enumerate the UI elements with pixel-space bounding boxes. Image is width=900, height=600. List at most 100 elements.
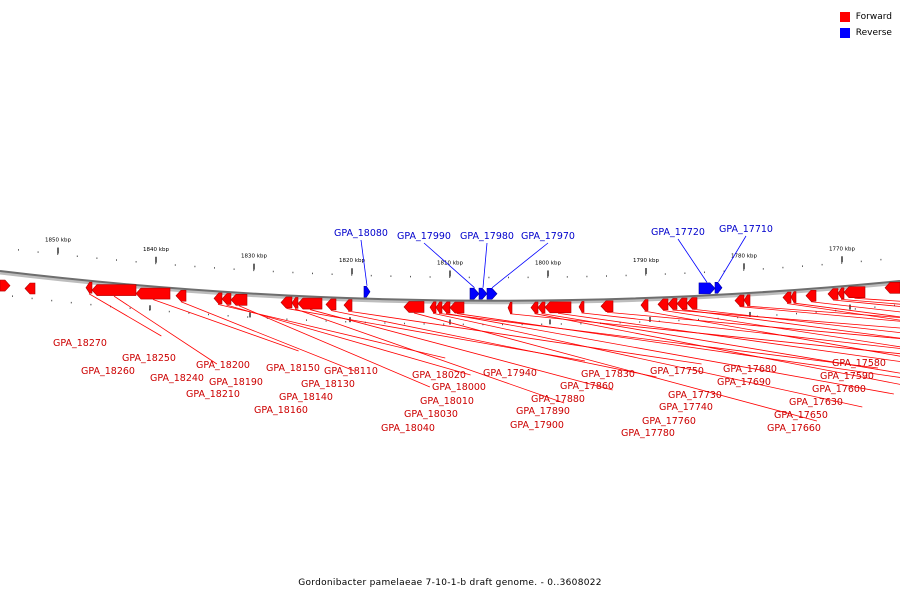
svg-text:GPA_17780: GPA_17780 bbox=[621, 428, 675, 439]
scale-minor-tick bbox=[214, 267, 215, 269]
scale-minor-tick bbox=[135, 261, 137, 263]
forward-gene: GPA_18210 bbox=[186, 293, 431, 400]
scale-minor-tick bbox=[880, 258, 882, 261]
svg-text:GPA_17760: GPA_17760 bbox=[642, 416, 696, 427]
svg-text:GPA_17890: GPA_17890 bbox=[516, 406, 570, 417]
scale-minor-tick bbox=[76, 255, 78, 258]
scale-minor-tick bbox=[580, 322, 582, 325]
svg-text:GPA_17660: GPA_17660 bbox=[767, 423, 821, 434]
forward-label: Forward bbox=[855, 12, 892, 22]
scale-minor-tick bbox=[698, 318, 699, 321]
scale-minor-tick bbox=[31, 297, 33, 300]
scale-minor-tick bbox=[404, 322, 405, 325]
forward-gene: GPA_17580 bbox=[832, 286, 900, 369]
svg-text:GPA_18000: GPA_18000 bbox=[432, 382, 486, 393]
scale-minor-tick bbox=[802, 265, 803, 267]
svg-text:GPA_18240: GPA_18240 bbox=[150, 373, 204, 384]
forward-gene: GPA_18000 bbox=[432, 301, 900, 393]
scale-minor-tick bbox=[488, 276, 490, 279]
reverse-swatch bbox=[839, 28, 850, 38]
scale-minor-tick bbox=[272, 270, 274, 273]
genome-caption: Gordonibacter pamelaeae 7-10-1-b draft g… bbox=[298, 578, 602, 588]
forward-gene-track: GPA_18270 GPA_18260 GPA_18250 GPA_18240 GPA_… bbox=[0, 279, 900, 439]
scale-label: 1780 kbp bbox=[731, 253, 757, 259]
forward-gene: GPA_18190 bbox=[209, 293, 471, 388]
scale-minor-tick bbox=[384, 322, 386, 324]
svg-text:GPA_18080: GPA_18080 bbox=[334, 228, 388, 239]
scale-minor-tick bbox=[443, 323, 445, 325]
forward-gene: GPA_18130 bbox=[301, 298, 657, 390]
scale-minor-tick bbox=[233, 268, 235, 270]
scale-minor-tick bbox=[639, 321, 641, 323]
scale-minor-tick bbox=[508, 276, 509, 279]
svg-text:GPA_18020: GPA_18020 bbox=[412, 370, 466, 381]
svg-text:GPA_17650: GPA_17650 bbox=[774, 410, 828, 421]
svg-text:GPA_17730: GPA_17730 bbox=[668, 390, 722, 401]
scale-label: 1830 kbp bbox=[241, 254, 267, 260]
scale-minor-tick bbox=[841, 262, 843, 264]
scale-minor-tick bbox=[247, 316, 249, 318]
legend: Forward Reverse bbox=[839, 9, 892, 41]
forward-gene: GPA_17860 bbox=[560, 301, 900, 392]
scale-minor-tick bbox=[168, 310, 170, 313]
scale-minor-tick bbox=[815, 311, 817, 313]
scale-minor-tick bbox=[502, 323, 503, 326]
scale-minor-tick bbox=[625, 274, 627, 277]
svg-text:GPA_17590: GPA_17590 bbox=[820, 371, 874, 382]
svg-text:GPA_18010: GPA_18010 bbox=[420, 396, 474, 407]
scale-minor-tick bbox=[527, 276, 529, 279]
forward-swatch bbox=[839, 12, 850, 22]
reverse-gene: GPA_17990 bbox=[397, 231, 480, 300]
svg-text:GPA_17600: GPA_17600 bbox=[812, 384, 866, 395]
svg-text:GPA_18140: GPA_18140 bbox=[279, 392, 333, 403]
reverse-gene: GPA_18080 bbox=[334, 228, 388, 298]
scale-minor-tick bbox=[116, 259, 117, 261]
forward-gene: GPA_17630 bbox=[789, 289, 900, 408]
scale-minor-tick bbox=[155, 262, 157, 265]
forward-gene: GPA_18110 bbox=[324, 299, 702, 377]
scale-label: 1840 kbp bbox=[143, 247, 169, 253]
scale-minor-tick bbox=[762, 268, 764, 270]
scale-minor-tick bbox=[776, 314, 778, 316]
scale-minor-tick bbox=[541, 323, 543, 326]
scale-minor-tick bbox=[37, 251, 39, 253]
scale-minor-tick bbox=[188, 312, 190, 314]
forward-gene: GPA_18240 bbox=[150, 289, 355, 384]
scale-label: 1810 kbp bbox=[437, 261, 463, 267]
scale-minor-tick bbox=[449, 276, 451, 278]
scale-label: 1820 kbp bbox=[339, 258, 365, 264]
scale-track: 1850 kbp 1840 kbp 1830 kbp 1820 kbp 1810 kbp… bbox=[12, 238, 895, 326]
svg-text:GPA_17900: GPA_17900 bbox=[510, 420, 564, 431]
scale-minor-tick bbox=[894, 304, 895, 307]
scale-minor-tick bbox=[331, 273, 333, 275]
forward-gene: GPA_17650 bbox=[774, 291, 900, 421]
svg-text:GPA_17860: GPA_17860 bbox=[560, 381, 614, 392]
forward-gene: GPA_17730 bbox=[668, 297, 900, 401]
svg-text:GPA_18250: GPA_18250 bbox=[122, 353, 176, 364]
scale-minor-tick bbox=[18, 249, 19, 251]
scale-minor-tick bbox=[370, 274, 372, 277]
scale-label: 1800 kbp bbox=[535, 260, 561, 266]
legend-forward: Forward bbox=[839, 9, 892, 25]
reverse-gene: GPA_17980 bbox=[460, 231, 514, 300]
legend-reverse: Reverse bbox=[839, 25, 892, 41]
svg-text:GPA_18270: GPA_18270 bbox=[53, 338, 107, 349]
scale-minor-tick bbox=[194, 265, 196, 268]
scale-minor-tick bbox=[410, 275, 411, 278]
svg-text:GPA_17580: GPA_17580 bbox=[832, 358, 886, 369]
scale-minor-tick bbox=[704, 271, 705, 274]
reverse-gene: GPA_17970 bbox=[486, 231, 575, 300]
forward-gene: GPA_18270 bbox=[53, 281, 162, 349]
scale-minor-tick bbox=[351, 274, 353, 276]
svg-text:GPA_18110: GPA_18110 bbox=[324, 366, 378, 377]
scale-minor-tick bbox=[70, 301, 72, 304]
forward-gene: GPA_17600 bbox=[812, 288, 900, 395]
svg-text:GPA_17720: GPA_17720 bbox=[651, 227, 705, 238]
scale-minor-tick bbox=[12, 295, 13, 297]
scale-label: 1850 kbp bbox=[45, 238, 71, 244]
svg-text:GPA_17690: GPA_17690 bbox=[717, 377, 771, 388]
scale-minor-tick bbox=[468, 276, 470, 279]
svg-text:GPA_17830: GPA_17830 bbox=[581, 369, 635, 380]
reverse-gene: GPA_17710 bbox=[714, 224, 773, 294]
